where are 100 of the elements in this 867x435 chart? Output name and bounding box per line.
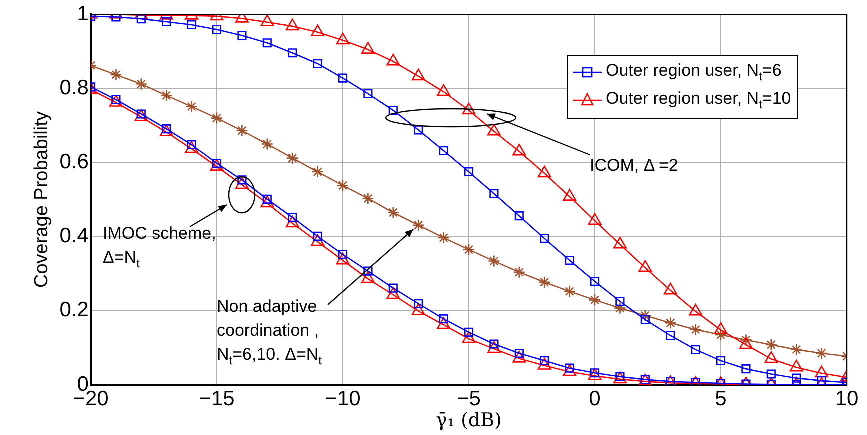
point	[790, 344, 803, 356]
annotation: ICOM, Δ =2	[590, 155, 678, 177]
point	[336, 252, 350, 265]
point	[666, 377, 676, 385]
point	[336, 180, 350, 192]
point	[739, 337, 753, 350]
point	[186, 100, 198, 113]
y-tick-label: 0.8	[60, 76, 89, 100]
point	[364, 89, 373, 98]
point	[563, 364, 577, 376]
y-tick-label: 0.2	[60, 298, 89, 322]
x-tick-label: −15	[199, 387, 235, 410]
x-tick-label: 10	[835, 387, 859, 410]
point	[388, 106, 398, 116]
point	[438, 232, 450, 244]
point	[313, 59, 322, 68]
point	[765, 338, 778, 352]
point	[565, 256, 574, 266]
point	[110, 68, 122, 82]
point	[490, 189, 499, 198]
point	[162, 17, 172, 27]
point	[288, 48, 298, 58]
point	[512, 351, 526, 363]
point	[590, 277, 600, 286]
point	[616, 297, 625, 306]
point	[716, 356, 726, 366]
point	[187, 20, 196, 30]
point	[386, 287, 400, 300]
point	[437, 317, 451, 330]
point	[639, 310, 652, 322]
annotation: Non adaptive coordination , N$_{t}$=6,10. Δ=N$_{t}$	[217, 296, 322, 370]
point	[236, 124, 248, 138]
point	[212, 25, 222, 34]
point	[362, 192, 374, 205]
point	[691, 345, 700, 354]
point	[311, 234, 325, 246]
point	[638, 260, 652, 272]
y-tick-label: 0.6	[60, 150, 89, 174]
x-tick-label: −10	[325, 387, 361, 410]
point	[666, 331, 676, 340]
point	[462, 244, 476, 256]
point	[412, 219, 425, 232]
point	[689, 304, 703, 316]
point	[414, 299, 424, 308]
point	[540, 234, 550, 244]
point	[286, 216, 300, 228]
point	[312, 166, 324, 178]
point	[462, 331, 476, 344]
point	[742, 364, 751, 374]
point	[816, 347, 828, 360]
point	[588, 294, 602, 306]
point	[538, 358, 552, 370]
point	[160, 90, 173, 102]
point	[364, 266, 373, 276]
point	[261, 138, 274, 150]
x-axis-title: γ̄₁ (dB)	[436, 410, 502, 432]
point	[338, 74, 348, 83]
point	[790, 360, 804, 372]
point	[664, 316, 677, 330]
point	[387, 206, 400, 219]
point	[464, 167, 474, 177]
point	[564, 286, 576, 298]
point	[691, 378, 700, 385]
point	[112, 14, 121, 22]
annotation: IMOC scheme, Δ=N$_{t}$	[103, 223, 216, 272]
legend-label: Outer region user, N$_{t}$=6	[606, 60, 782, 84]
x-tick-label: −5	[457, 387, 481, 410]
point	[613, 372, 627, 384]
point	[412, 304, 426, 316]
point	[361, 271, 375, 284]
x-tick-label: 5	[715, 387, 727, 410]
point	[714, 328, 728, 342]
y-axis-title: Coverage Probability	[32, 111, 53, 288]
point	[664, 282, 678, 295]
point	[135, 78, 148, 90]
point	[714, 322, 728, 334]
point	[488, 255, 500, 268]
legend-label: Outer region user, N$_{t}$=10	[606, 88, 792, 112]
point	[487, 341, 501, 354]
point	[514, 212, 524, 221]
point	[740, 334, 752, 346]
point	[640, 315, 650, 324]
point	[690, 324, 702, 336]
point	[588, 213, 602, 226]
point	[614, 302, 626, 314]
x-tick-label: 0	[589, 387, 601, 410]
point	[538, 276, 551, 289]
point	[414, 126, 424, 135]
point	[513, 266, 526, 279]
y-tick-label: 1	[77, 2, 89, 26]
point	[210, 112, 224, 124]
point	[136, 14, 146, 24]
point	[238, 31, 247, 40]
point	[766, 370, 776, 379]
point	[588, 368, 602, 380]
point	[286, 152, 299, 164]
point	[613, 236, 627, 249]
y-tick-label: 0.4	[60, 224, 90, 248]
point	[792, 374, 802, 383]
point	[817, 376, 826, 385]
